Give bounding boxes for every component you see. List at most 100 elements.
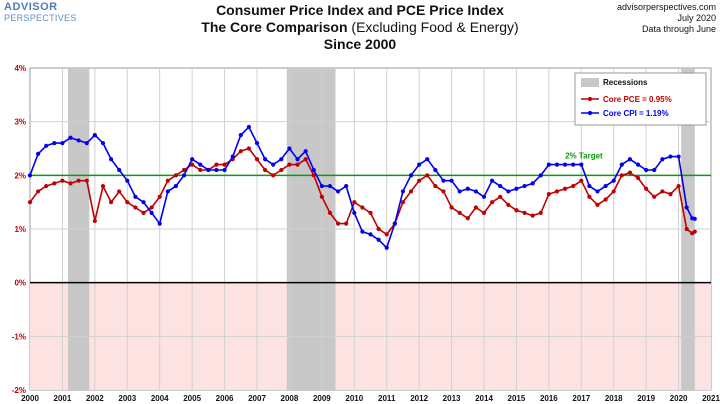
x-tick-label: 2013 <box>443 394 461 403</box>
core-pce-point <box>141 210 146 215</box>
core-cpi-point <box>384 245 389 250</box>
source-site: advisorperspectives.com <box>616 2 716 12</box>
core-pce-point <box>335 221 341 226</box>
core-cpi-point <box>230 154 235 159</box>
core-cpi-point <box>27 173 33 178</box>
core-cpi-point <box>125 178 130 183</box>
core-pce-point <box>303 157 308 162</box>
core-cpi-point <box>652 167 657 173</box>
core-pce-point <box>465 216 470 221</box>
core-cpi-point <box>595 189 600 194</box>
core-pce-point <box>676 183 681 189</box>
core-cpi-point <box>514 186 519 191</box>
core-pce-point <box>198 167 203 173</box>
core-cpi-point <box>133 194 138 199</box>
x-tick-label: 2003 <box>118 394 136 403</box>
core-pce-point <box>619 173 624 178</box>
source-date: July 2020 <box>677 13 716 23</box>
core-pce-point <box>190 162 195 167</box>
core-pce-point <box>352 200 357 205</box>
core-cpi-point <box>627 157 633 162</box>
core-cpi-point <box>344 183 349 189</box>
target-label: 2% Target <box>565 151 603 160</box>
chart-title: Consumer Price Index and PCE Price Index <box>216 2 504 18</box>
core-pce-point <box>652 194 657 199</box>
core-cpi-point <box>279 157 284 162</box>
core-pce-point <box>400 200 406 205</box>
core-cpi-point <box>36 151 41 156</box>
core-cpi-point <box>603 183 608 189</box>
core-pce-point <box>498 194 503 199</box>
core-cpi-point <box>287 146 292 151</box>
core-cpi-point <box>303 149 308 154</box>
core-pce-point <box>595 202 600 207</box>
core-pce-point <box>522 210 527 215</box>
core-pce-point <box>562 186 568 191</box>
core-cpi-point <box>433 167 438 173</box>
core-pce-point <box>538 210 543 215</box>
core-cpi-point <box>676 154 681 159</box>
core-cpi-point <box>222 167 227 173</box>
core-pce-point <box>449 205 454 210</box>
core-pce-point <box>263 167 268 173</box>
x-tick-label: 2007 <box>248 394 266 403</box>
x-tick-label: 2014 <box>475 394 493 403</box>
legend-core-pce-label: Core PCE = 0.95% <box>603 95 672 104</box>
core-cpi-point <box>635 162 641 167</box>
core-cpi-point <box>214 167 219 173</box>
core-cpi-point <box>246 124 251 130</box>
y-tick-label: 1% <box>14 225 26 234</box>
chart-title-block: Consumer Price Index and PCE Price Index… <box>0 2 720 53</box>
core-pce-point <box>84 178 89 183</box>
core-pce-point <box>319 194 324 199</box>
core-pce-point <box>100 183 106 189</box>
core-pce-point <box>60 178 65 183</box>
x-tick-label: 2019 <box>637 394 655 403</box>
core-pce-point <box>157 194 162 199</box>
core-cpi-point <box>619 162 624 167</box>
core-cpi-point <box>530 181 535 186</box>
core-cpi-point <box>400 189 406 194</box>
core-pce-point <box>457 210 462 215</box>
core-pce-point <box>425 173 430 178</box>
core-cpi-point <box>408 173 414 178</box>
core-pce-point <box>52 181 57 186</box>
x-tick-label: 2010 <box>345 394 363 403</box>
core-pce-point <box>271 173 276 178</box>
core-cpi-point <box>84 141 89 146</box>
y-tick-label: 2% <box>14 171 26 180</box>
core-pce-point <box>133 205 138 210</box>
x-tick-label: 2021 <box>702 394 720 403</box>
x-tick-label: 2015 <box>508 394 526 403</box>
x-tick-label: 2004 <box>151 394 169 403</box>
core-pce-point <box>384 232 389 237</box>
core-cpi-point <box>108 157 114 162</box>
logo-sub-text: PERSPECTIVES <box>4 13 77 23</box>
core-cpi-point <box>692 216 697 221</box>
core-pce-point <box>571 183 576 189</box>
core-pce-point <box>254 157 260 162</box>
core-cpi-point <box>457 189 462 194</box>
core-cpi-point <box>60 141 65 146</box>
core-pce-point <box>117 189 122 194</box>
core-pce-point <box>92 218 97 224</box>
core-cpi-point <box>441 178 446 183</box>
logo: ADVISOR PERSPECTIVES <box>4 2 77 24</box>
core-cpi-point <box>473 189 478 194</box>
core-pce-point <box>368 210 373 215</box>
core-cpi-point <box>173 183 179 189</box>
core-pce-point <box>692 229 697 234</box>
core-pce-point <box>287 162 292 167</box>
x-tick-label: 2017 <box>572 394 590 403</box>
core-pce-point <box>627 170 633 175</box>
y-tick-label: -2% <box>12 386 26 395</box>
core-pce-point <box>684 226 689 232</box>
core-pce-point <box>554 189 560 194</box>
core-pce-point <box>214 162 219 167</box>
core-cpi-point <box>352 210 357 215</box>
core-pce-point <box>311 173 316 178</box>
core-pce-point <box>660 189 665 194</box>
core-pce-point <box>530 213 535 218</box>
x-tick-label: 2005 <box>183 394 201 403</box>
